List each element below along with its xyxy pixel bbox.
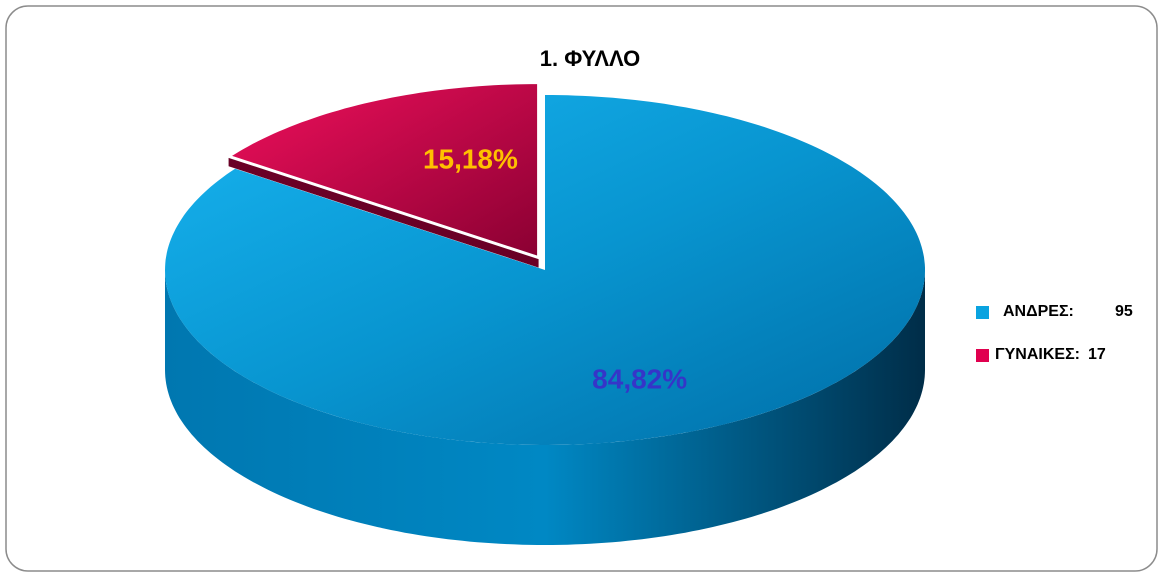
slice (225, 81, 541, 260)
data-label: 84,82% (592, 364, 687, 395)
legend-swatch (976, 306, 989, 319)
chart-title: 1. ΦΥΛΛΟ (540, 46, 640, 71)
slice (165, 95, 925, 445)
slice-edge (228, 156, 539, 268)
data-label: 15,18% (423, 144, 518, 175)
legend-count: 95 (1115, 303, 1133, 320)
slice-side (165, 270, 925, 545)
legend-swatch (976, 349, 989, 362)
legend-label: ΑΝΔΡΕΣ: (1003, 303, 1074, 320)
legend-count: 17 (1088, 346, 1106, 363)
legend-label: ΓΥΝΑΙΚΕΣ: (995, 346, 1080, 363)
